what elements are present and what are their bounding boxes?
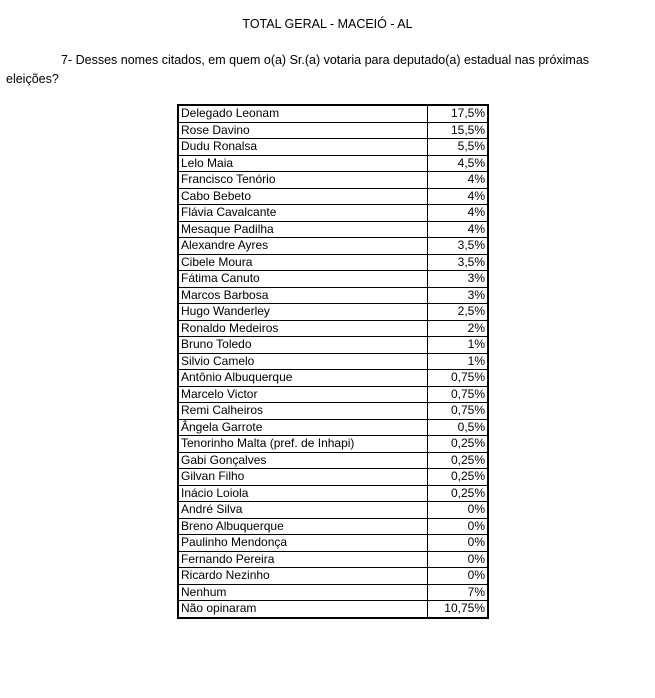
candidate-name: Francisco Tenório	[177, 171, 428, 189]
candidate-percentage: 4,5%	[427, 154, 489, 172]
candidate-percentage: 1%	[427, 336, 489, 354]
candidate-percentage: 3,5%	[427, 237, 489, 255]
table-row: Breno Albuquerque 0%	[177, 517, 489, 535]
candidate-percentage: 0,75%	[427, 369, 489, 387]
table-row: Não opinaram 10,75%	[177, 600, 489, 618]
candidate-percentage: 0%	[427, 567, 489, 585]
candidate-name: Nenhum	[177, 583, 428, 601]
candidate-name: Tenorinho Malta (pref. de Inhapi)	[177, 435, 428, 453]
candidate-name: Cibele Moura	[177, 253, 428, 271]
table-row: Gilvan Filho 0,25%	[177, 468, 489, 486]
candidate-percentage: 0%	[427, 534, 489, 552]
candidate-name: Marcos Barbosa	[177, 286, 428, 304]
table-row: Marcos Barbosa 3%	[177, 286, 489, 304]
candidate-percentage: 0,5%	[427, 418, 489, 436]
table-row: Alexandre Ayres 3,5%	[177, 237, 489, 255]
candidate-percentage: 0,25%	[427, 468, 489, 486]
table-row: Cibele Moura 3,5%	[177, 253, 489, 271]
candidate-name: André Silva	[177, 501, 428, 519]
table-row: Marcelo Victor 0,75%	[177, 385, 489, 403]
candidate-name: Ângela Garrote	[177, 418, 428, 436]
candidate-percentage: 3%	[427, 286, 489, 304]
candidate-percentage: 2%	[427, 319, 489, 337]
table-row: Tenorinho Malta (pref. de Inhapi) 0,25%	[177, 435, 489, 453]
candidate-percentage: 0,25%	[427, 435, 489, 453]
table-row: Ricardo Nezinho 0%	[177, 567, 489, 585]
candidate-name: Não opinaram	[177, 600, 428, 618]
table-row: Bruno Toledo 1%	[177, 336, 489, 354]
table-row: Inácio Loiola 0,25%	[177, 484, 489, 502]
question-text: 7- Desses nomes citados, em quem o(a) Sr…	[6, 53, 590, 86]
table-row: Antônio Albuquerque 0,75%	[177, 369, 489, 387]
candidate-percentage: 4%	[427, 220, 489, 238]
candidate-percentage: 4%	[427, 187, 489, 205]
candidate-percentage: 0,75%	[427, 402, 489, 420]
candidate-name: Antônio Albuquerque	[177, 369, 428, 387]
candidate-percentage: 4%	[427, 171, 489, 189]
candidate-percentage: 3,5%	[427, 253, 489, 271]
table-row: Lelo Maia 4,5%	[177, 154, 489, 172]
table-row: Fernando Pereira 0%	[177, 550, 489, 568]
candidate-name: Fátima Canuto	[177, 270, 428, 288]
table-row: Flávia Cavalcante 4%	[177, 204, 489, 222]
candidate-name: Cabo Bebeto	[177, 187, 428, 205]
document-title: TOTAL GERAL - MACEIÓ - AL	[242, 17, 413, 31]
candidate-percentage: 10,75%	[427, 600, 489, 618]
table-row: Rose Davino 15,5%	[177, 121, 489, 139]
candidate-name: Hugo Wanderley	[177, 303, 428, 321]
results-table: Delegado Leonam 17,5% Rose Davino 15,5% Dudu…	[177, 104, 489, 619]
candidate-name: Ronaldo Medeiros	[177, 319, 428, 337]
table-row: Hugo Wanderley 2,5%	[177, 303, 489, 321]
table-row: Fátima Canuto 3%	[177, 270, 489, 288]
candidate-name: Rose Davino	[177, 121, 428, 139]
candidate-percentage: 0,25%	[427, 484, 489, 502]
candidate-percentage: 7%	[427, 583, 489, 601]
candidate-name: Fernando Pereira	[177, 550, 428, 568]
table-row: Dudu Ronalsa 5,5%	[177, 138, 489, 156]
table-row: Mesaque Padilha 4%	[177, 220, 489, 238]
candidate-name: Flávia Cavalcante	[177, 204, 428, 222]
candidate-percentage: 0%	[427, 501, 489, 519]
candidate-name: Bruno Toledo	[177, 336, 428, 354]
candidate-percentage: 1%	[427, 352, 489, 370]
candidate-percentage: 0,25%	[427, 451, 489, 469]
candidate-percentage: 5,5%	[427, 138, 489, 156]
table-row: Gabi Gonçalves 0,25%	[177, 451, 489, 469]
candidate-name: Inácio Loiola	[177, 484, 428, 502]
candidate-percentage: 4%	[427, 204, 489, 222]
candidate-name: Remi Calheiros	[177, 402, 428, 420]
candidate-name: Dudu Ronalsa	[177, 138, 428, 156]
table-row: André Silva 0%	[177, 501, 489, 519]
table-row: Paulinho Mendonça 0%	[177, 534, 489, 552]
candidate-name: Delegado Leonam	[177, 104, 428, 123]
candidate-percentage: 17,5%	[427, 104, 489, 123]
candidate-name: Gabi Gonçalves	[177, 451, 428, 469]
results-table-body: Delegado Leonam 17,5% Rose Davino 15,5% Dudu…	[177, 104, 489, 618]
candidate-percentage: 0%	[427, 550, 489, 568]
candidate-percentage: 15,5%	[427, 121, 489, 139]
candidate-name: Mesaque Padilha	[177, 220, 428, 238]
table-row: Ângela Garrote 0,5%	[177, 418, 489, 436]
table-row: Nenhum 7%	[177, 583, 489, 601]
candidate-percentage: 2,5%	[427, 303, 489, 321]
table-row: Delegado Leonam 17,5%	[177, 104, 489, 123]
candidate-percentage: 0%	[427, 517, 489, 535]
table-row: Remi Calheiros 0,75%	[177, 402, 489, 420]
table-row: Ronaldo Medeiros 2%	[177, 319, 489, 337]
table-row: Silvio Camelo 1%	[177, 352, 489, 370]
candidate-name: Lelo Maia	[177, 154, 428, 172]
candidate-name: Alexandre Ayres	[177, 237, 428, 255]
candidate-percentage: 0,75%	[427, 385, 489, 403]
table-row: Cabo Bebeto 4%	[177, 187, 489, 205]
candidate-name: Ricardo Nezinho	[177, 567, 428, 585]
candidate-name: Breno Albuquerque	[177, 517, 428, 535]
table-row: Francisco Tenório 4%	[177, 171, 489, 189]
candidate-name: Marcelo Victor	[177, 385, 428, 403]
candidate-name: Paulinho Mendonça	[177, 534, 428, 552]
candidate-name: Gilvan Filho	[177, 468, 428, 486]
candidate-percentage: 3%	[427, 270, 489, 288]
candidate-name: Silvio Camelo	[177, 352, 428, 370]
